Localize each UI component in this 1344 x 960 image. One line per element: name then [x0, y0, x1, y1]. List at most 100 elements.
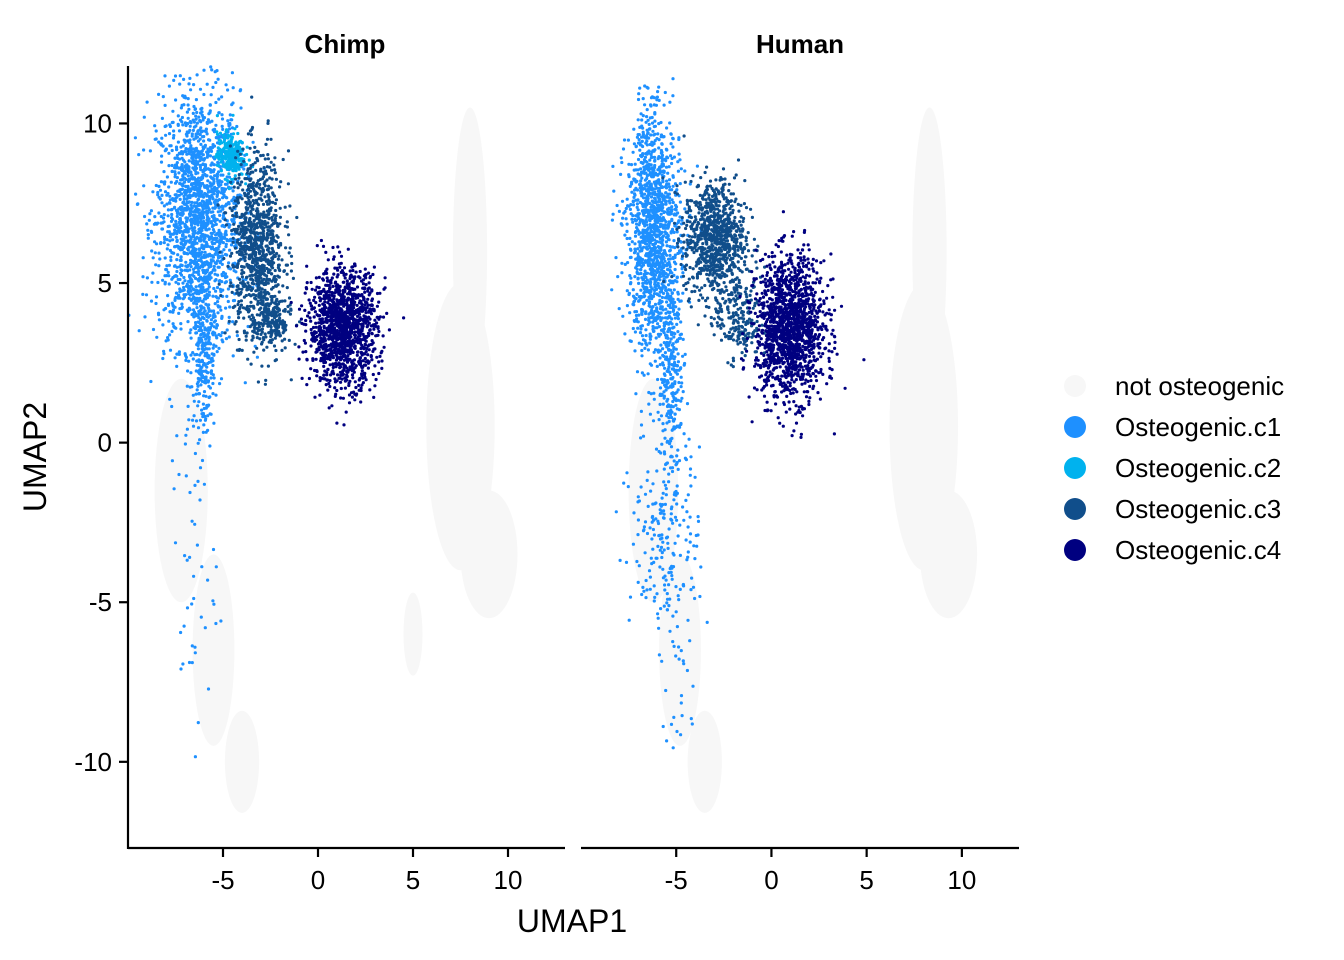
point [208, 395, 212, 399]
point [252, 227, 256, 231]
point [201, 300, 205, 304]
point [288, 204, 292, 208]
point [168, 144, 172, 148]
point [203, 143, 207, 147]
point [194, 98, 198, 102]
point [246, 357, 250, 361]
point [252, 306, 256, 310]
point [363, 338, 367, 342]
point [196, 441, 200, 445]
point [211, 190, 215, 194]
point [197, 247, 201, 251]
point [160, 193, 164, 197]
point [622, 138, 627, 142]
point [297, 307, 302, 311]
point [194, 321, 198, 325]
point [337, 262, 341, 266]
point [261, 175, 265, 179]
point [367, 348, 371, 352]
point [191, 177, 195, 181]
point [205, 295, 210, 300]
point [183, 229, 187, 233]
point [163, 149, 167, 153]
point [195, 220, 199, 224]
point [239, 139, 243, 143]
point [189, 121, 193, 125]
point [142, 115, 146, 119]
point [251, 140, 255, 144]
point [197, 190, 201, 195]
point [375, 321, 379, 325]
point [224, 130, 228, 134]
point [212, 353, 216, 357]
point [222, 194, 226, 198]
point [196, 721, 200, 725]
points-chimp [127, 65, 518, 813]
point [236, 238, 240, 242]
point [301, 350, 305, 354]
point [170, 169, 174, 173]
point [197, 392, 202, 396]
point [188, 286, 192, 290]
point [203, 271, 208, 275]
point [354, 393, 358, 397]
point [377, 360, 381, 364]
point [302, 338, 306, 343]
point [181, 662, 185, 666]
point [193, 226, 197, 230]
point [162, 204, 166, 208]
point [206, 687, 211, 691]
point [225, 182, 229, 186]
point [201, 346, 205, 350]
point [265, 290, 270, 295]
point [230, 126, 235, 130]
point [637, 133, 641, 137]
point [179, 255, 183, 259]
point [250, 287, 254, 291]
point [310, 307, 314, 311]
point [378, 354, 382, 358]
point [175, 269, 179, 274]
point [145, 100, 149, 104]
point [232, 195, 236, 199]
point [345, 373, 349, 377]
point [193, 186, 198, 190]
point [183, 160, 187, 164]
point [194, 255, 198, 259]
point [202, 169, 206, 173]
point [259, 193, 263, 197]
point [189, 371, 193, 375]
point [250, 95, 254, 99]
point [364, 360, 368, 364]
point [345, 378, 349, 382]
point [276, 224, 280, 228]
point [321, 356, 325, 360]
point [256, 245, 260, 249]
point [197, 194, 201, 198]
point [252, 326, 256, 330]
point [345, 282, 349, 287]
point [172, 129, 176, 133]
point [342, 280, 346, 284]
point [165, 264, 169, 268]
point [199, 306, 204, 310]
point [188, 293, 192, 297]
point [237, 259, 241, 263]
point [199, 264, 204, 268]
point [167, 224, 171, 228]
point [209, 235, 214, 239]
point [354, 270, 358, 274]
point [244, 252, 248, 256]
point [193, 216, 198, 220]
point [204, 127, 208, 131]
point [198, 438, 202, 442]
point [272, 276, 276, 280]
point [254, 256, 258, 260]
point [192, 596, 196, 601]
point [205, 174, 209, 178]
point [182, 293, 186, 297]
point [273, 201, 277, 206]
point [202, 394, 206, 398]
point [265, 178, 269, 182]
point [342, 423, 346, 427]
